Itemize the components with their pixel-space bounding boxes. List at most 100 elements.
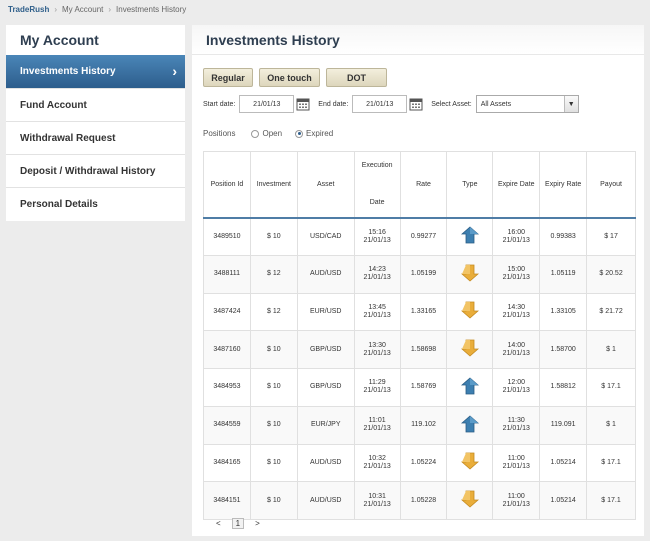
end-date-input[interactable]: 21/01/13: [352, 95, 408, 113]
cell-type: [446, 443, 494, 483]
cell-asset: AUD/USD: [296, 481, 355, 520]
filters-bar: Start date: 21/01/13 End date: 21/01/13 …: [203, 95, 579, 113]
chevron-down-icon[interactable]: ▼: [563, 96, 578, 112]
cell-type: [446, 368, 494, 407]
cell-rate: 1.05228: [399, 481, 448, 520]
cell-type: [446, 481, 494, 520]
open-radio-label[interactable]: Open: [262, 129, 283, 138]
cell-payout: $ 1: [586, 330, 636, 369]
cell-execution: 11:01 21/01/13: [353, 405, 401, 445]
sidebar-item-investments-history[interactable]: Investments History ›: [6, 55, 185, 88]
cell-execution: 15:16 21/01/13: [353, 217, 401, 256]
breadcrumb-brand[interactable]: TradeRush: [8, 5, 50, 14]
cell-payout: $ 17.1: [586, 368, 636, 407]
cell-execution: 13:45 21/01/13: [353, 292, 401, 332]
cell-asset: EUR/JPY: [296, 405, 355, 445]
cell-investment: $ 10: [249, 217, 298, 256]
down-arrow-icon: [460, 339, 479, 357]
cell-rate: 1.58769: [399, 368, 448, 407]
calendar-icon[interactable]: [409, 97, 423, 111]
positions-filter: Positions Open Expired: [203, 129, 333, 138]
cell-position-id: 3484151: [203, 481, 251, 520]
start-date-input[interactable]: 21/01/13: [239, 95, 295, 113]
table-row: 3484151 $ 10 AUD/USD 10:31 21/01/13 1.05228 11…: [203, 481, 636, 520]
table-row: 3484559 $ 10 EUR/JPY 11:01 21/01/13 119.102 11…: [203, 405, 636, 445]
tab-dot[interactable]: DOT: [326, 68, 387, 87]
cell-execution: 14:23 21/01/13: [353, 254, 401, 294]
up-arrow-icon: [460, 226, 479, 244]
cell-expire-date: 12:00 21/01/13: [492, 368, 541, 407]
header-asset: Asset: [296, 151, 355, 219]
cell-type: [446, 292, 494, 332]
cell-asset: AUD/USD: [296, 443, 355, 483]
sidebar-title: My Account: [20, 32, 99, 48]
cell-execution: 10:32 21/01/13: [353, 443, 401, 483]
cell-investment: $ 10: [249, 330, 298, 369]
cell-execution: 13:30 21/01/13: [353, 330, 401, 369]
tab-one-touch[interactable]: One touch: [259, 68, 320, 87]
positions-label: Positions: [203, 129, 236, 138]
asset-label: Select Asset:: [431, 100, 472, 108]
cell-expire-date: 14:30 21/01/13: [492, 292, 541, 332]
cell-rate: 1.05199: [399, 254, 448, 294]
cell-execution: 11:29 21/01/13: [353, 368, 401, 407]
next-page-button[interactable]: >: [255, 519, 260, 528]
prev-page-button[interactable]: <: [216, 519, 221, 528]
down-arrow-icon: [460, 490, 479, 508]
cell-position-id: 3484165: [203, 443, 251, 483]
cell-rate: 1.58698: [399, 330, 448, 369]
cell-investment: $ 10: [249, 368, 298, 407]
header-expire-date: Expire Date: [492, 151, 541, 219]
expired-radio-label[interactable]: Expired: [306, 129, 334, 138]
cell-expiry-rate: 1.05214: [539, 443, 588, 483]
cell-position-id: 3484559: [203, 405, 251, 445]
header-expiry-rate: Expiry Rate: [539, 151, 588, 219]
header-execution-date: Execution Date: [353, 151, 401, 219]
cell-rate: 1.33165: [399, 292, 448, 332]
asset-select[interactable]: All Assets ▼: [475, 95, 579, 113]
cell-expire-date: 14:00 21/01/13: [492, 330, 541, 369]
cell-type: [446, 330, 494, 369]
cell-position-id: 3488111: [203, 254, 251, 294]
cell-expiry-rate: 119.091: [539, 405, 588, 445]
calendar-icon[interactable]: [296, 97, 310, 111]
sidebar-item-withdrawal-request[interactable]: Withdrawal Request: [6, 121, 185, 154]
cell-expiry-rate: 1.33105: [539, 292, 588, 332]
chevron-right-icon: ›: [172, 63, 177, 79]
cell-expiry-rate: 1.58700: [539, 330, 588, 369]
breadcrumb-my-account[interactable]: My Account: [62, 5, 104, 14]
sidebar-item-deposit-withdrawal-history[interactable]: Deposit / Withdrawal History: [6, 154, 185, 187]
expired-radio[interactable]: [295, 129, 304, 138]
cell-rate: 1.05224: [399, 443, 448, 483]
investments-table: Position Id Investment Asset Execution D…: [203, 151, 636, 520]
header-rate: Rate: [399, 151, 448, 219]
cell-expiry-rate: 1.05214: [539, 481, 588, 520]
open-radio[interactable]: [251, 129, 260, 138]
cell-payout: $ 1: [586, 405, 636, 445]
cell-expiry-rate: 0.99383: [539, 217, 588, 256]
cell-investment: $ 10: [249, 443, 298, 483]
down-arrow-icon: [460, 301, 479, 319]
cell-type: [446, 217, 494, 256]
header-type: Type: [446, 151, 494, 219]
sidebar-item-fund-account[interactable]: Fund Account: [6, 88, 185, 121]
cell-asset: GBP/USD: [296, 368, 355, 407]
table-row: 3484165 $ 10 AUD/USD 10:32 21/01/13 1.05224 11…: [203, 443, 636, 483]
cell-investment: $ 10: [249, 481, 298, 520]
cell-expiry-rate: 1.58812: [539, 368, 588, 407]
cell-execution: 10:31 21/01/13: [353, 481, 401, 520]
cell-expire-date: 11:30 21/01/13: [492, 405, 541, 445]
page-1-button[interactable]: 1: [231, 518, 245, 529]
cell-expiry-rate: 1.05119: [539, 254, 588, 294]
breadcrumb: TradeRush › My Account › Investments His…: [8, 5, 187, 14]
end-date-label: End date:: [318, 100, 349, 108]
cell-payout: $ 17.1: [586, 481, 636, 520]
cell-payout: $ 17.1: [586, 443, 636, 483]
table-row: 3487424 $ 12 EUR/USD 13:45 21/01/13 1.33165 14…: [203, 292, 636, 332]
main-panel: Investments History Regular One touch DO…: [192, 25, 644, 536]
sidebar-item-personal-details[interactable]: Personal Details: [6, 187, 185, 220]
tab-regular[interactable]: Regular: [203, 68, 253, 87]
cell-investment: $ 12: [249, 254, 298, 294]
cell-asset: USD/CAD: [296, 217, 355, 256]
table-row: 3487160 $ 10 GBP/USD 13:30 21/01/13 1.58698 14…: [203, 330, 636, 369]
